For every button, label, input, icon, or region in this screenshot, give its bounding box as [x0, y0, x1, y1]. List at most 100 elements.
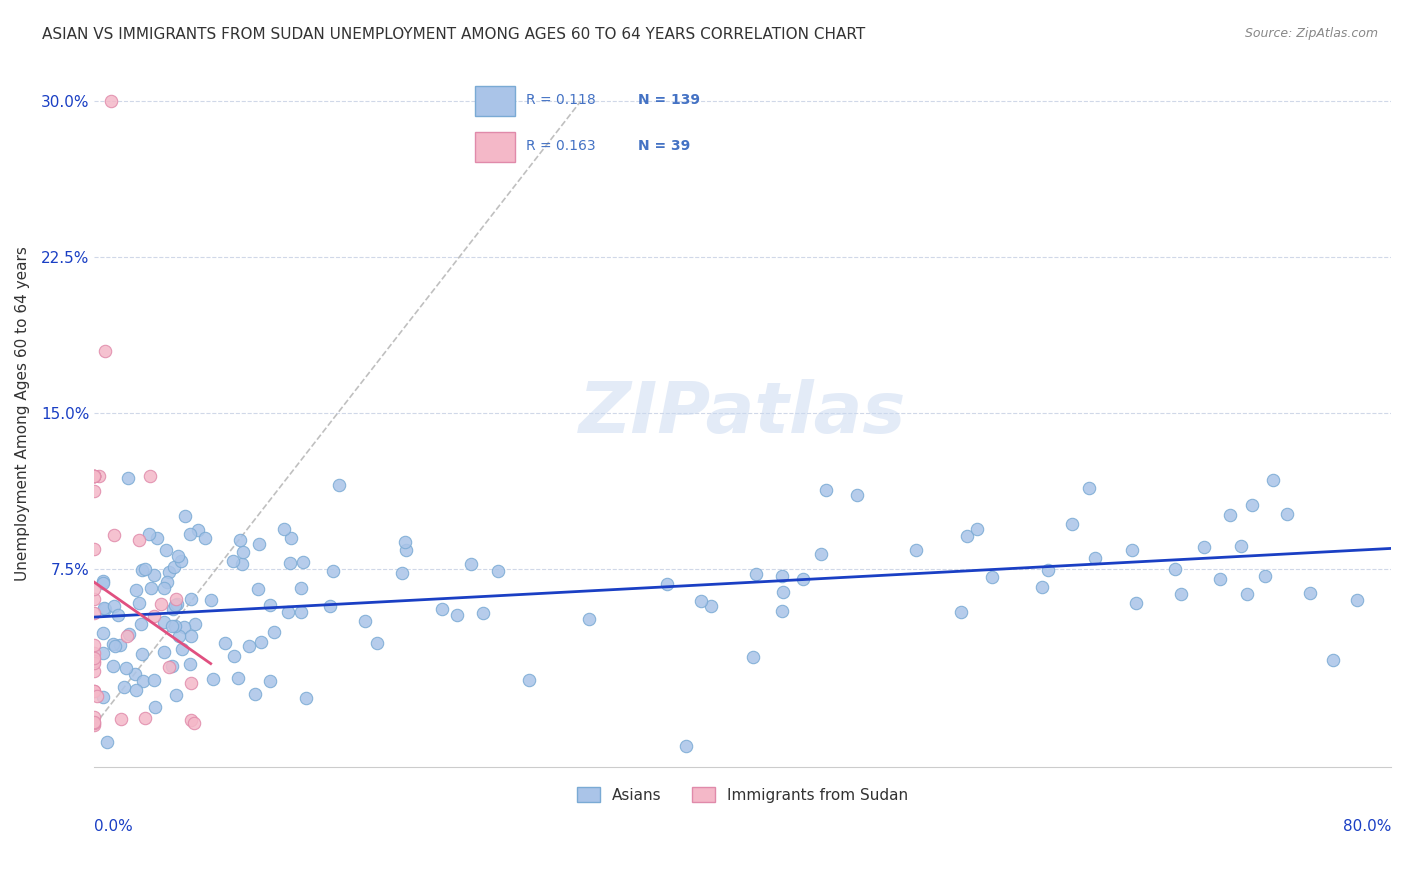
Point: [956, 529, 979, 543]
Point: [273, 522, 295, 536]
Point: [1163, 561, 1185, 575]
Point: [101, 637, 124, 651]
Point: [905, 543, 928, 558]
Point: [83, 468, 105, 483]
Point: [472, 606, 495, 620]
Point: [259, 598, 281, 612]
Text: ZIPatlas: ZIPatlas: [579, 379, 907, 448]
Point: [131, 647, 153, 661]
Point: [134, 711, 156, 725]
Point: [1236, 587, 1258, 601]
Point: [91, 574, 114, 589]
Point: [290, 606, 312, 620]
Point: [96, 735, 118, 749]
Point: [163, 559, 186, 574]
Bar: [475, 132, 515, 162]
Point: [91, 690, 114, 704]
Point: [131, 563, 153, 577]
Point: [83, 592, 105, 607]
Point: [1170, 587, 1192, 601]
Point: [292, 555, 315, 569]
Point: [91, 625, 114, 640]
Point: [83, 468, 105, 483]
Point: [690, 593, 713, 607]
Point: [83, 468, 105, 483]
Point: [170, 554, 193, 568]
Point: [143, 700, 166, 714]
Point: [1253, 568, 1275, 582]
Text: Source: ZipAtlas.com: Source: ZipAtlas.com: [1244, 27, 1378, 40]
Point: [163, 598, 186, 612]
Point: [238, 639, 260, 653]
Legend: Asians, Immigrants from Sudan: Asians, Immigrants from Sudan: [571, 780, 915, 809]
Point: [1299, 586, 1322, 600]
Point: [214, 636, 236, 650]
Point: [742, 649, 765, 664]
Point: [83, 468, 105, 483]
Point: [143, 609, 166, 624]
Y-axis label: Unemployment Among Ages 60 to 64 years: Unemployment Among Ages 60 to 64 years: [15, 246, 30, 581]
Point: [139, 581, 162, 595]
Point: [167, 628, 190, 642]
Point: [180, 629, 202, 643]
Point: [83, 684, 105, 698]
Point: [1125, 597, 1147, 611]
Point: [179, 526, 201, 541]
Point: [846, 488, 869, 502]
Point: [243, 687, 266, 701]
Point: [124, 667, 146, 681]
Point: [103, 599, 125, 613]
Point: [93, 601, 115, 615]
Point: [277, 605, 299, 619]
Point: [167, 549, 190, 563]
Point: [160, 618, 183, 632]
Point: [128, 596, 150, 610]
Point: [83, 664, 105, 678]
Point: [83, 542, 105, 557]
Point: [1060, 516, 1083, 531]
Point: [107, 608, 129, 623]
Point: [517, 673, 540, 687]
Point: [83, 582, 105, 596]
Point: [322, 564, 344, 578]
Point: [294, 690, 316, 705]
Point: [1031, 580, 1053, 594]
Point: [1322, 653, 1344, 667]
Point: [83, 656, 105, 670]
Point: [187, 523, 209, 537]
Point: [814, 483, 837, 498]
Point: [981, 570, 1004, 584]
Point: [139, 468, 162, 483]
Point: [1078, 481, 1101, 495]
Point: [86, 689, 108, 703]
Point: [772, 585, 794, 599]
Point: [263, 625, 285, 640]
Point: [157, 565, 180, 579]
Point: [770, 604, 793, 618]
Point: [94, 602, 117, 616]
Point: [250, 635, 273, 649]
Point: [112, 680, 135, 694]
Point: [118, 626, 141, 640]
Point: [675, 739, 697, 753]
Point: [166, 597, 188, 611]
Point: [486, 564, 509, 578]
Point: [128, 533, 150, 547]
Point: [183, 716, 205, 731]
Point: [395, 542, 418, 557]
Point: [460, 557, 482, 571]
Point: [150, 597, 173, 611]
Point: [1346, 592, 1368, 607]
Point: [83, 710, 105, 724]
Point: [391, 566, 413, 580]
Point: [173, 619, 195, 633]
Point: [328, 478, 350, 492]
Point: [165, 688, 187, 702]
Point: [200, 593, 222, 607]
Point: [155, 574, 177, 589]
Point: [110, 638, 132, 652]
Point: [162, 602, 184, 616]
Point: [280, 531, 302, 545]
Point: [231, 557, 253, 571]
Point: [278, 556, 301, 570]
